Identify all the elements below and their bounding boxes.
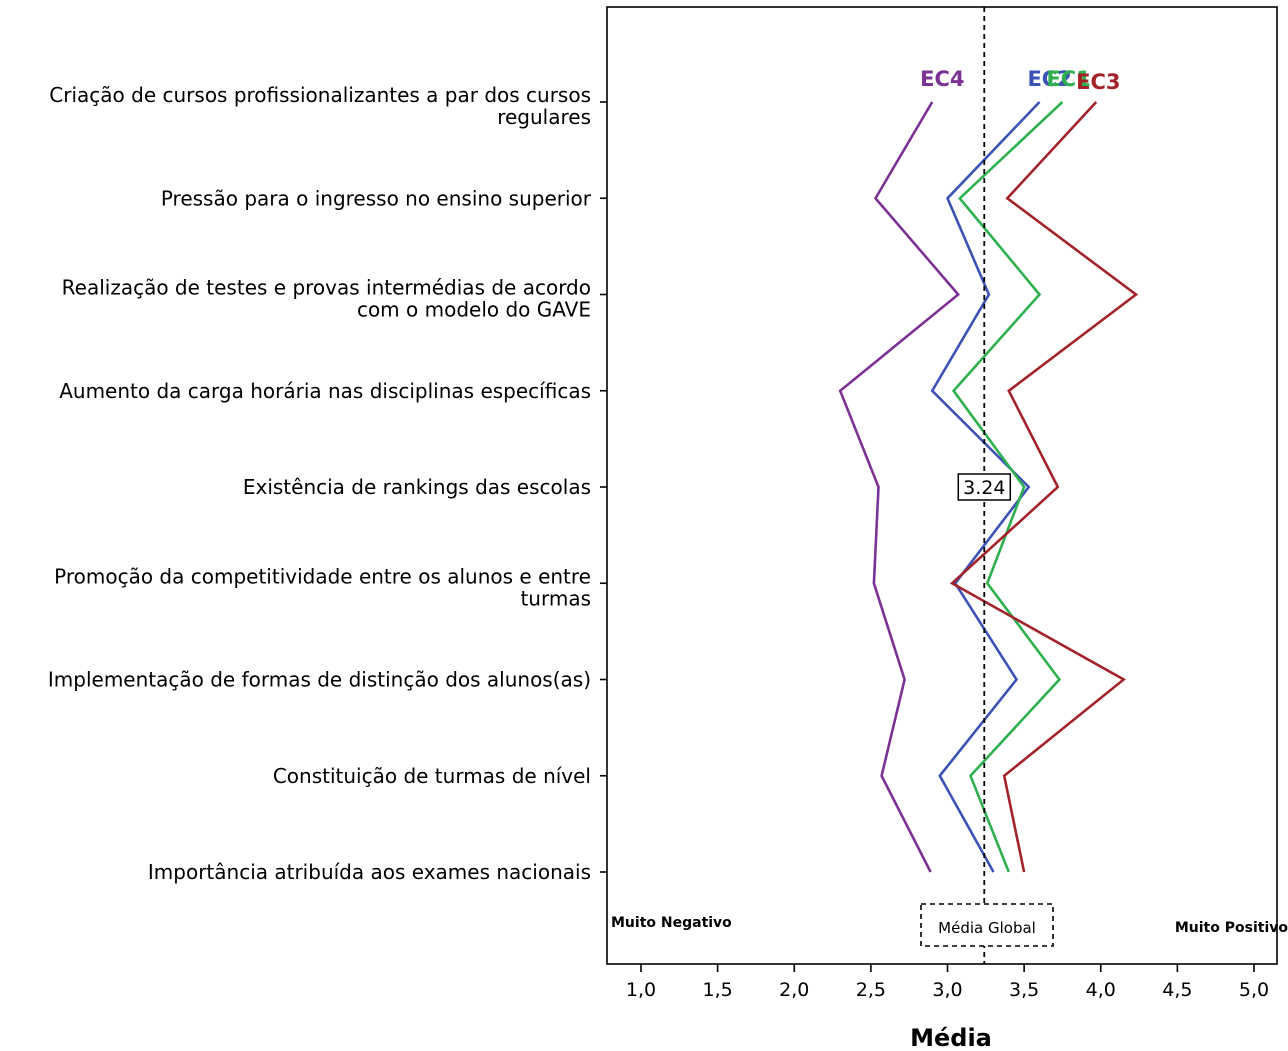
category-label: turmas [520,586,591,610]
x-tick-label: 3,0 [932,979,962,1001]
series-line-ec3 [949,101,1139,873]
series-line-ec4 [838,101,961,873]
x-tick-label: 1,0 [626,979,656,1001]
category-label: Pressão para o ingresso no ensino superi… [161,186,592,210]
category-label: Implementação de formas de distinção dos… [48,668,591,692]
x-tick-label: 4,0 [1086,979,1116,1001]
reference-value-label: 3.24 [963,477,1005,499]
category-label: Constituição de turmas de nível [273,764,591,788]
category-label: com o modelo do GAVE [357,298,591,322]
x-tick-label: 4,5 [1162,979,1192,1001]
series-label-ec4: EC4 [920,67,964,91]
reference-name-label: Média Global [938,919,1036,937]
category-labels: Criação de cursos profissionalizantes a … [48,83,607,884]
category-label: Realização de testes e provas intermédia… [62,276,591,300]
x-tick-label: 5,0 [1239,979,1269,1001]
category-label: Importância atribuída aos exames naciona… [148,860,591,884]
x-tick-label: 1,5 [703,979,733,1001]
category-label: Aumento da carga horária nas disciplinas… [59,379,591,403]
category-label: Criação de cursos profissionalizantes a … [49,83,591,107]
category-label: Promoção da competitividade entre os alu… [54,564,591,588]
reference-line-group: 3.24 Média Global [920,7,1054,964]
x-axis: 1,0 1,5 2,0 2,5 3,0 3,5 4,0 4,5 5,0 [626,964,1269,1001]
category-label: regulares [497,105,591,129]
x-tick-label: 2,0 [779,979,809,1001]
series-label-ec3: EC3 [1076,70,1120,94]
x-tick-label: 2,5 [856,979,886,1001]
corner-label-left: Muito Negativo [611,915,732,931]
series-lines [838,101,1139,873]
series-line-ec1 [951,101,1064,873]
reference-value-box [957,473,1012,501]
series-line-ec2 [930,101,1041,873]
x-tick-label: 3,5 [1009,979,1039,1001]
x-axis-title: Média [910,1024,992,1051]
category-label: Existência de rankings das escolas [243,475,591,499]
corner-label-right: Muito Positivo [1175,920,1288,936]
reference-name-box [920,903,1054,947]
series-label-ec2: EC2 [1027,67,1071,91]
series-label-ec1: EC1 [1046,67,1090,91]
plot-frame [606,6,1278,965]
